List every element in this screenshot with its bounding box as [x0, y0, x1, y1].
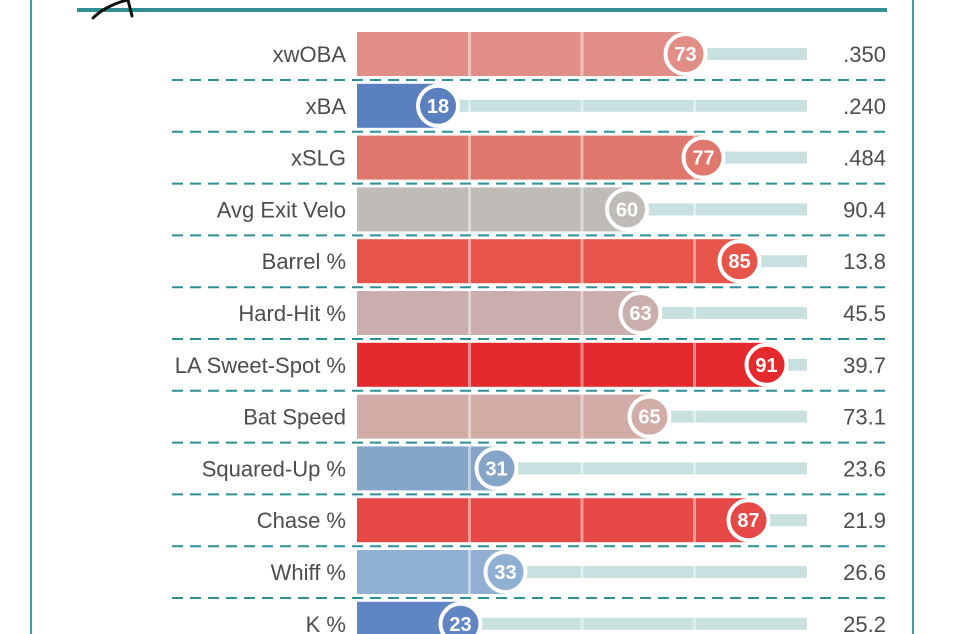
percentile-badge — [618, 291, 663, 335]
category-label: Chase % — [257, 508, 346, 533]
category-label: Squared-Up % — [202, 456, 346, 481]
stat-value: .484 — [843, 146, 886, 171]
category-label: xSLG — [291, 146, 346, 171]
stat-value: 26.6 — [843, 560, 886, 585]
percentile-badge — [416, 83, 460, 128]
percentile-badge — [438, 601, 483, 634]
percentile-badge-label: 63 — [629, 303, 651, 325]
percentile-badge — [474, 446, 519, 491]
percentile-badge-label: 85 — [728, 251, 750, 273]
frame-right-border — [912, 0, 914, 634]
category-label: K % — [306, 612, 346, 634]
percentile-bar — [357, 135, 704, 180]
percentile-badge — [717, 239, 762, 284]
category-label: Avg Exit Velo — [217, 197, 346, 222]
percentile-badge — [663, 32, 708, 76]
percentile-track — [357, 99, 807, 112]
percentile-bar — [357, 291, 641, 335]
percentile-badge-label: 91 — [755, 355, 777, 377]
percentile-badge-label: 33 — [494, 562, 516, 584]
percentile-bar — [357, 239, 740, 284]
percentile-badge-label: 31 — [485, 458, 507, 480]
percentile-badge-label: 23 — [449, 614, 471, 634]
stat-value: 45.5 — [843, 301, 886, 326]
percentile-badge-label: 65 — [638, 407, 660, 429]
stat-value: .240 — [843, 94, 886, 119]
stat-value: 21.9 — [843, 508, 886, 533]
percentile-badge — [605, 187, 649, 232]
percentile-badge — [681, 135, 726, 180]
category-label: xBA — [306, 94, 347, 119]
percentile-badge — [726, 498, 771, 543]
percentile-badge-label: 18 — [427, 96, 449, 118]
category-label: Bat Speed — [243, 405, 346, 430]
stat-value: .350 — [843, 42, 886, 67]
percentile-bar — [357, 446, 497, 491]
stat-value: 39.7 — [843, 353, 886, 378]
percentile-bar — [357, 32, 686, 76]
percentile-bar — [357, 342, 767, 387]
percentile-bar — [357, 187, 627, 232]
stat-value: 23.6 — [843, 456, 886, 481]
percentile-bar — [357, 498, 749, 543]
stat-value: 25.2 — [843, 612, 886, 634]
category-label: xwOBA — [273, 42, 347, 67]
stat-value: 90.4 — [843, 197, 886, 222]
stat-value: 73.1 — [843, 405, 886, 430]
percentile-bar — [357, 394, 650, 439]
percentile-badge — [744, 342, 789, 387]
category-label: Hard-Hit % — [238, 301, 346, 326]
handwritten-mark — [91, 0, 134, 20]
category-label: Whiff % — [271, 560, 346, 585]
percentile-badge-label: 77 — [692, 148, 714, 170]
percentile-badge — [627, 394, 672, 439]
category-label: LA Sweet-Spot % — [175, 353, 346, 378]
header-rule — [77, 8, 887, 12]
category-label: Barrel % — [262, 249, 346, 274]
percentile-badge-label: 73 — [674, 44, 696, 66]
stat-value: 13.8 — [843, 249, 886, 274]
percentile-badge — [483, 550, 528, 594]
percentile-bar — [357, 550, 506, 594]
frame-left-border — [30, 0, 32, 634]
percentile-badge-label: 60 — [616, 199, 638, 221]
percentile-badge-label: 87 — [737, 510, 759, 532]
